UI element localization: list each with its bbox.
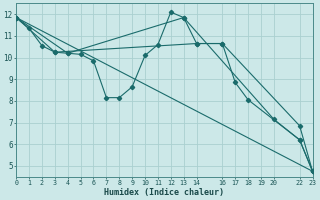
X-axis label: Humidex (Indice chaleur): Humidex (Indice chaleur) [104, 188, 224, 197]
